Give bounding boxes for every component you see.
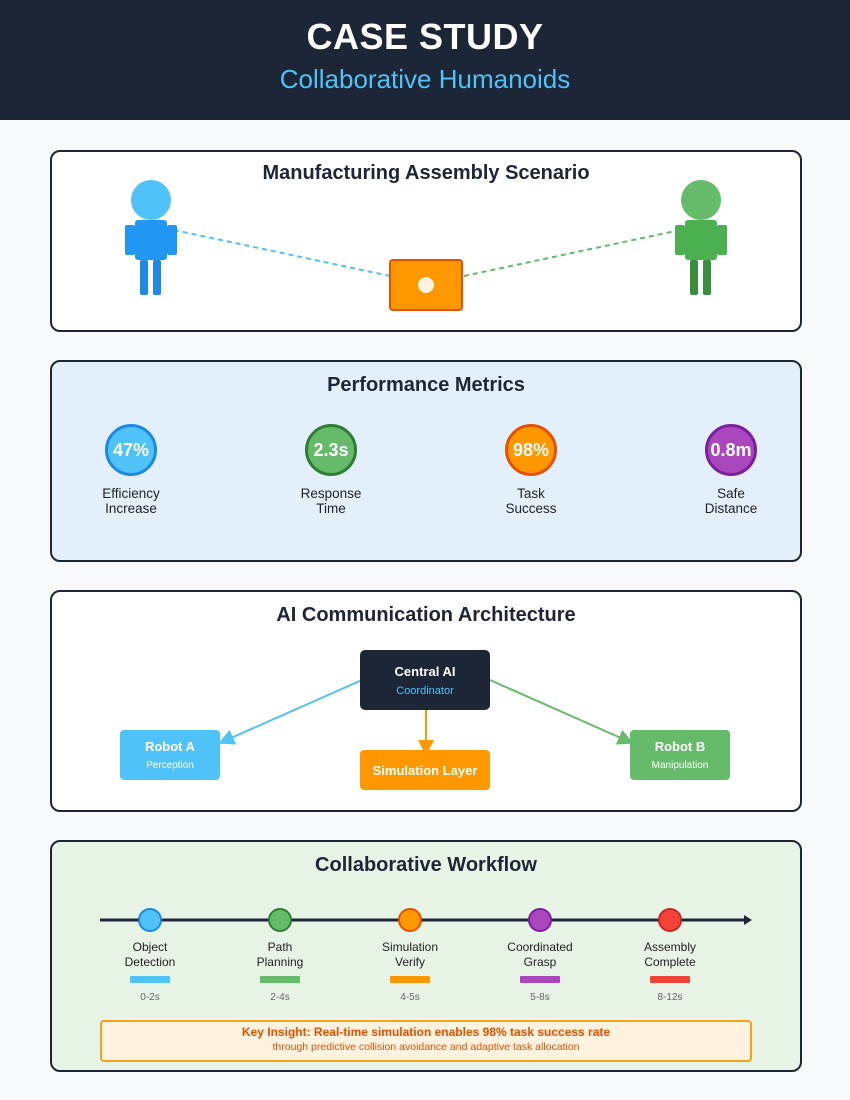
- key-insight-headline: Key Insight: Real-time simulation enable…: [241, 1025, 611, 1039]
- metric-label: Task Success: [505, 486, 557, 516]
- central-to-robot-b-arrow: [489, 679, 634, 745]
- metric-label: Safe Distance: [704, 486, 758, 516]
- step-bar-grasp: [520, 976, 560, 983]
- key-insight-detail: through predictive collision avoidance a…: [272, 1041, 580, 1053]
- simulation-layer-title: Simulation Layer: [372, 763, 478, 778]
- robot-a-title: Robot A: [144, 739, 196, 754]
- central-to-robot-a-arrow: [218, 679, 363, 745]
- step-bar-detection: [130, 976, 170, 983]
- step-time-grasp: 5-8s: [530, 992, 550, 1003]
- central-ai-node: Central AI Coordinator: [360, 650, 490, 710]
- scenario-title: Manufacturing Assembly Scenario: [262, 162, 590, 184]
- page-subtitle: Collaborative Humanoids: [279, 64, 571, 94]
- robot-b-link-line: [463, 229, 681, 277]
- step-label-grasp: Coordinated Grasp: [507, 940, 573, 969]
- central-ai-title: Central AI: [394, 664, 456, 679]
- workflow-title: Collaborative Workflow: [315, 854, 537, 876]
- page-title: CASE STUDY: [306, 16, 544, 57]
- architecture-connectors: [218, 679, 634, 756]
- step-bar-complete: [650, 976, 690, 983]
- step-marker-complete: [658, 908, 682, 932]
- metric-safe-distance: 0.8m Safe Distance: [661, 424, 801, 516]
- metric-label: Efficiency Increase: [102, 486, 160, 516]
- metric-efficiency: 47% Efficiency Increase: [61, 424, 201, 516]
- robot-b-node: Robot B Manipulation: [630, 730, 730, 780]
- step-marker-planning: [268, 908, 292, 932]
- architecture-title: AI Communication Architecture: [276, 604, 576, 626]
- scenario-illustration: [125, 180, 727, 311]
- simulation-layer-node: Simulation Layer: [360, 750, 490, 790]
- workflow-timeline: [100, 908, 752, 932]
- step-marker-simulation: [398, 908, 422, 932]
- step-marker-detection: [138, 908, 162, 932]
- assembly-object-icon: [389, 259, 463, 311]
- step-label-complete: Assembly Complete: [643, 940, 696, 969]
- metric-label: Response Time: [300, 486, 362, 516]
- key-insight-box: Key Insight: Real-time simulation enable…: [100, 1020, 752, 1062]
- workflow-panel: Collaborative Workflow Object Detection P…: [50, 840, 802, 1072]
- step-marker-grasp: [528, 908, 552, 932]
- robot-a-icon: [125, 180, 177, 295]
- robot-b-title: Robot B: [654, 739, 706, 754]
- step-label-simulation: Simulation Verify: [381, 940, 439, 969]
- metrics-panel: Performance Metrics 47% Efficiency Increa…: [50, 360, 802, 562]
- step-label-detection: Object Detection: [124, 940, 176, 969]
- metric-value: 98%: [505, 424, 557, 476]
- robot-a-node: Robot A Perception: [120, 730, 220, 780]
- step-bar-simulation: [390, 976, 430, 983]
- step-label-planning: Path Planning: [256, 940, 304, 969]
- robot-a-subtitle: Perception: [146, 760, 194, 771]
- timeline-arrowhead: [744, 915, 752, 925]
- central-ai-subtitle: Coordinator: [396, 685, 454, 697]
- architecture-panel: AI Communication Architecture Central AI…: [50, 590, 802, 812]
- metric-value: 47%: [105, 424, 157, 476]
- metric-value: 2.3s: [305, 424, 357, 476]
- metric-response-time: 2.3s Response Time: [261, 424, 401, 516]
- metrics-title: Performance Metrics: [327, 374, 525, 396]
- step-time-detection: 0-2s: [140, 992, 160, 1003]
- step-time-complete: 8-12s: [657, 992, 683, 1003]
- robot-b-subtitle: Manipulation: [651, 760, 709, 771]
- step-time-planning: 2-4s: [270, 992, 290, 1003]
- robot-b-icon: [675, 180, 727, 295]
- metric-value: 0.8m: [705, 424, 757, 476]
- metric-task-success: 98% Task Success: [461, 424, 601, 516]
- scenario-panel: Manufacturing Assembly Scenario: [50, 150, 802, 332]
- robot-a-link-line: [173, 229, 391, 277]
- step-time-simulation: 4-5s: [400, 992, 420, 1003]
- header: CASE STUDY Collaborative Humanoids: [0, 0, 850, 120]
- step-bar-planning: [260, 976, 300, 983]
